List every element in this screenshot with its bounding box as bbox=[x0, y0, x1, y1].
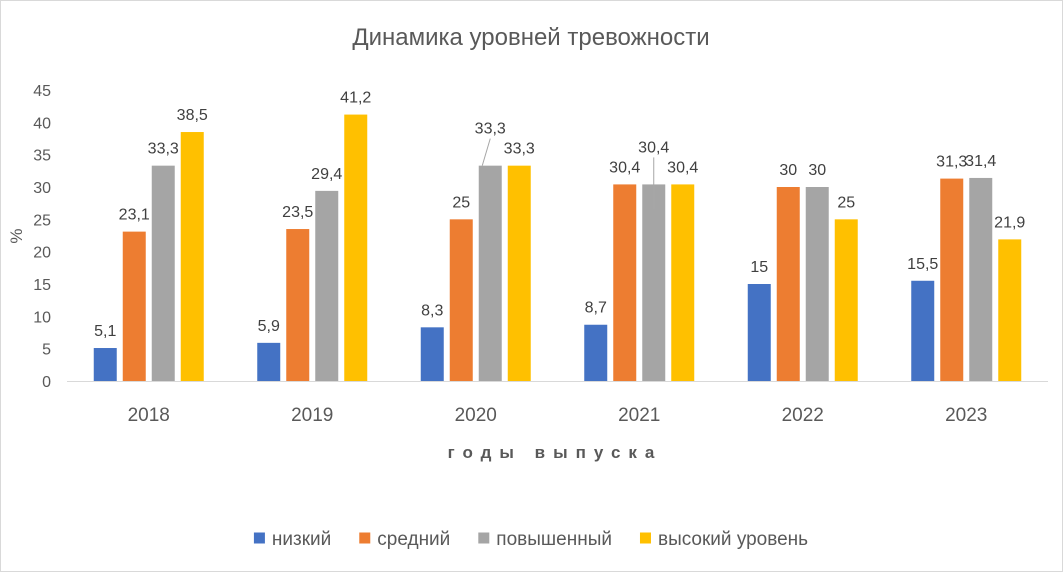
y-tick-label: 40 bbox=[33, 115, 51, 132]
bar-2018-2 bbox=[151, 165, 175, 381]
legend-swatch bbox=[359, 532, 371, 544]
data-label: 30 bbox=[808, 162, 826, 179]
y-tick-label: 0 bbox=[42, 374, 51, 391]
x-tick-label: 2020 bbox=[455, 405, 497, 426]
bar-2019-3 bbox=[344, 114, 368, 381]
bar-2023-2 bbox=[969, 177, 993, 381]
data-label: 30,4 bbox=[667, 159, 698, 176]
data-label: 5,9 bbox=[258, 318, 280, 335]
legend: низкий средний повышенный высокий уровень bbox=[253, 529, 808, 550]
y-tick-label: 5 bbox=[42, 342, 51, 359]
bar-2018-3 bbox=[180, 132, 204, 381]
bar-2020-0 bbox=[420, 327, 444, 381]
y-tick-label: 30 bbox=[33, 180, 51, 197]
bar-2023-0 bbox=[911, 280, 935, 381]
legend-label: средний bbox=[377, 529, 450, 550]
bars-group: 5,1 23,1 33,3 38,5 5,9 23,5 29,4 41,2 8,3 25 33,3 3… bbox=[93, 90, 1025, 381]
bar-2019-1 bbox=[286, 229, 310, 381]
legend-label: низкий bbox=[272, 529, 331, 550]
bar-2023-1 bbox=[940, 178, 964, 381]
bar-2018-1 bbox=[122, 231, 146, 381]
legend-swatch bbox=[639, 532, 651, 544]
bar-2022-1 bbox=[776, 187, 800, 381]
data-label: 31,4 bbox=[965, 153, 996, 170]
data-label: 15 bbox=[750, 259, 768, 276]
bar-2019-2 bbox=[315, 190, 339, 381]
y-tick-label: 15 bbox=[33, 277, 51, 294]
legend-swatch bbox=[478, 532, 490, 544]
y-axis: 0 5 10 15 20 25 30 35 40 45 bbox=[33, 83, 51, 391]
bar-2018-0 bbox=[93, 348, 117, 381]
x-tick-label: 2022 bbox=[782, 405, 824, 426]
y-axis-title: % bbox=[7, 228, 26, 243]
data-label: 31,3 bbox=[936, 154, 967, 171]
bar-2021-1 bbox=[613, 184, 637, 381]
x-axis: 2018 2019 2020 2021 2022 2023 bbox=[67, 381, 1048, 426]
legend-swatch bbox=[253, 532, 265, 544]
data-label: 8,3 bbox=[421, 302, 443, 319]
y-tick-label: 20 bbox=[33, 245, 51, 262]
data-label: 38,5 bbox=[177, 107, 208, 124]
bar-2022-0 bbox=[747, 284, 771, 381]
x-tick-label: 2018 bbox=[128, 405, 170, 426]
bar-2020-2 bbox=[478, 165, 502, 381]
data-label: 21,9 bbox=[994, 214, 1025, 231]
data-label: 25 bbox=[452, 194, 470, 211]
x-tick-label: 2019 bbox=[291, 405, 333, 426]
data-label: 30,4 bbox=[638, 139, 669, 156]
y-tick-label: 45 bbox=[33, 83, 51, 100]
data-label: 23,1 bbox=[119, 207, 150, 224]
bar-2019-0 bbox=[257, 342, 281, 381]
data-label: 33,3 bbox=[475, 121, 506, 138]
y-tick-label: 35 bbox=[33, 148, 51, 165]
data-label: 29,4 bbox=[311, 166, 342, 183]
data-label: 23,5 bbox=[282, 204, 313, 221]
bar-2022-2 bbox=[805, 187, 829, 381]
data-label: 25 bbox=[837, 194, 855, 211]
data-label: 33,3 bbox=[148, 141, 179, 158]
chart-title: Динамика уровней тревожности bbox=[352, 24, 709, 51]
bar-2021-0 bbox=[584, 324, 608, 381]
data-label: 30 bbox=[779, 162, 797, 179]
legend-label: высокий уровень bbox=[658, 529, 808, 550]
data-label: 30,4 bbox=[609, 159, 640, 176]
y-tick-label: 25 bbox=[33, 212, 51, 229]
bar-2021-2 bbox=[642, 184, 666, 381]
data-label: 8,7 bbox=[585, 300, 607, 317]
data-label: 33,3 bbox=[504, 141, 535, 158]
bar-2020-3 bbox=[507, 165, 531, 381]
x-axis-title: годы выпуска bbox=[448, 443, 663, 462]
data-label: 41,2 bbox=[340, 90, 371, 107]
data-label: 15,5 bbox=[907, 256, 938, 273]
x-tick-label: 2021 bbox=[618, 405, 660, 426]
data-label-leader bbox=[481, 138, 491, 166]
legend-label: повышенный bbox=[496, 529, 612, 550]
y-tick-label: 10 bbox=[33, 309, 51, 326]
bar-2022-3 bbox=[834, 219, 858, 381]
bar-2020-1 bbox=[449, 219, 473, 381]
bar-2023-3 bbox=[998, 239, 1022, 381]
bar-2021-3 bbox=[671, 184, 695, 381]
data-label: 5,1 bbox=[94, 323, 116, 340]
x-tick-label: 2023 bbox=[945, 405, 987, 426]
